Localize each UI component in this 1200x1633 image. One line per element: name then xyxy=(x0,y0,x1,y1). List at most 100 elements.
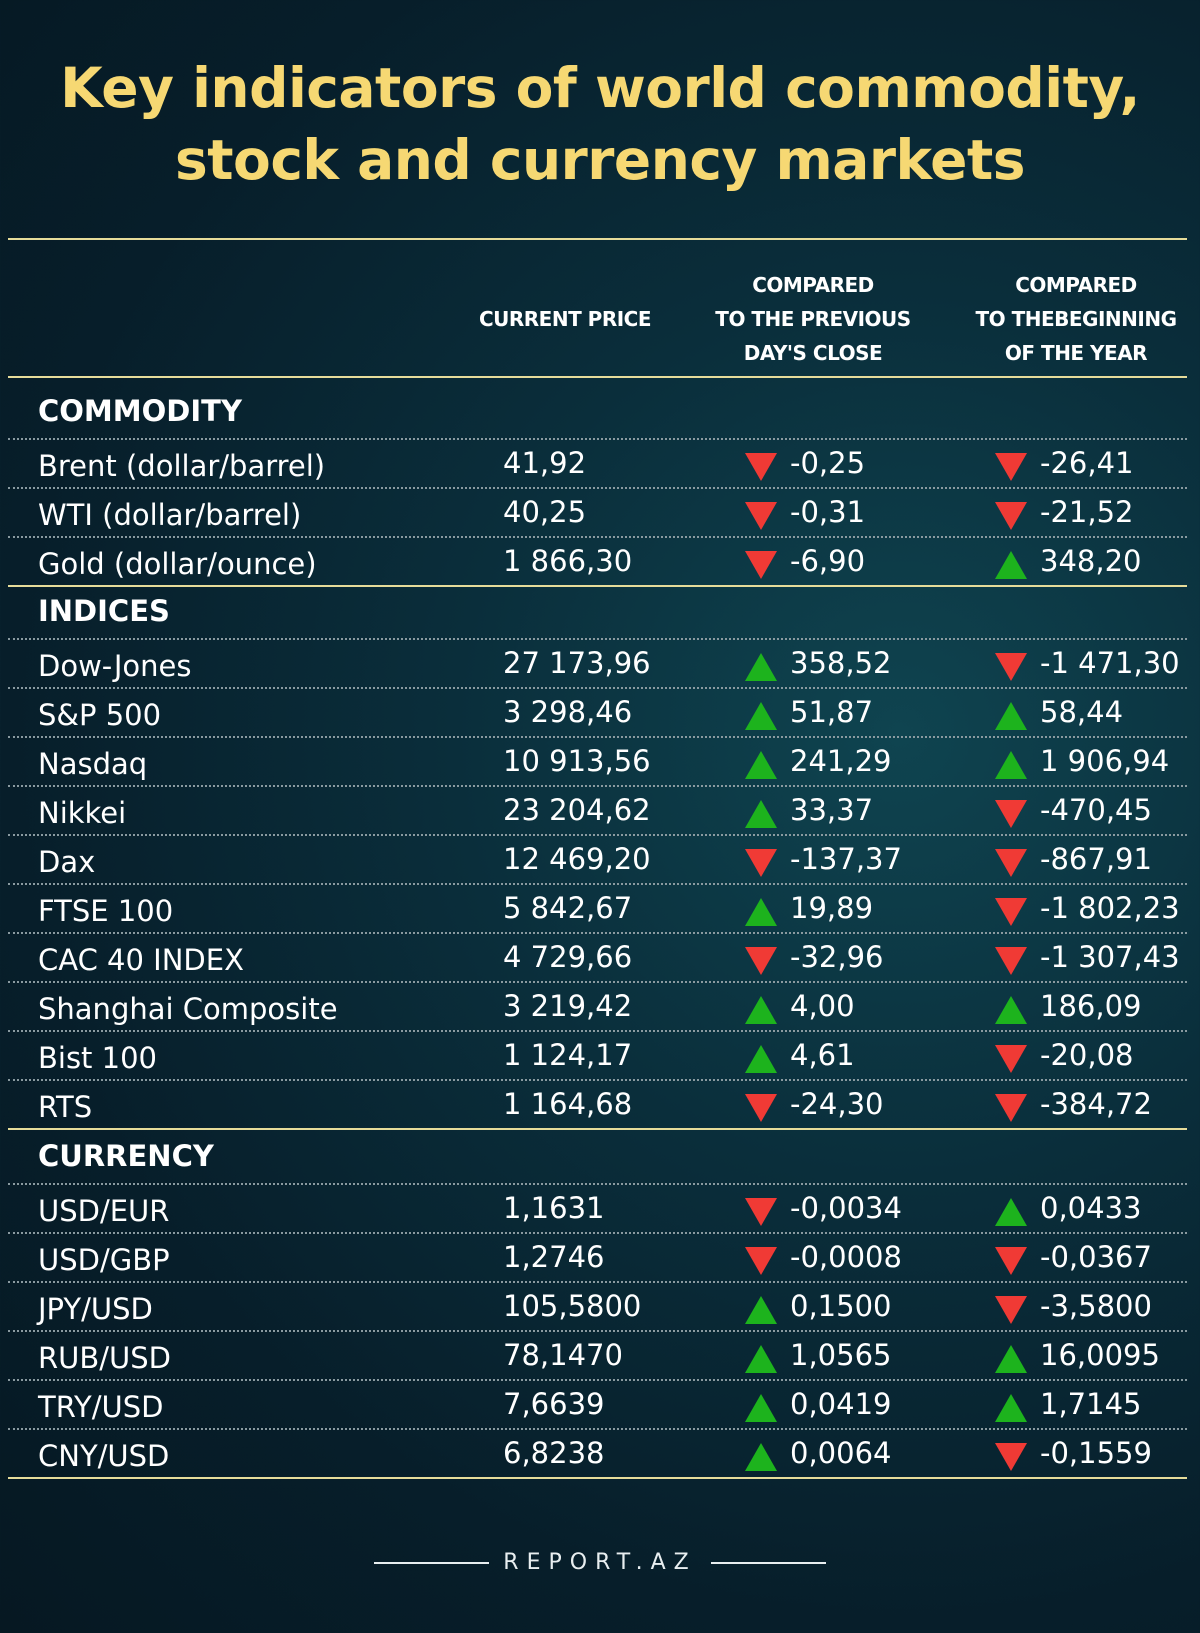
table-row: Dow-Jones 27 173,96 358,52 -1 471,30 xyxy=(8,640,1187,689)
current-price: 3 298,46 xyxy=(503,695,633,729)
year-change: -384,72 xyxy=(1040,1087,1152,1121)
row-label: CNY/USD xyxy=(38,1439,170,1473)
current-price: 12 469,20 xyxy=(503,842,651,876)
arrow-up-icon xyxy=(995,551,1027,579)
current-price: 1 124,17 xyxy=(503,1038,633,1072)
table-row: USD/EUR 1,1631 -0,0034 0,0433 xyxy=(8,1185,1187,1234)
header-prev-day: COMPARED TO THE PREVIOUS DAY'S CLOSE xyxy=(683,268,943,370)
divider xyxy=(8,1128,1187,1130)
prev-day-change: -6,90 xyxy=(790,544,866,578)
current-price: 23 204,62 xyxy=(503,793,651,827)
section-header: COMMODITY xyxy=(8,378,1187,440)
arrow-down-icon xyxy=(745,551,777,579)
row-label: JPY/USD xyxy=(38,1292,153,1326)
prev-day-change: 0,1500 xyxy=(790,1289,892,1323)
arrow-down-icon xyxy=(995,898,1027,926)
table-row: FTSE 100 5 842,67 19,89 -1 802,23 xyxy=(8,885,1187,934)
table-row: USD/GBP 1,2746 -0,0008 -0,0367 xyxy=(8,1234,1187,1283)
prev-day-change: -0,31 xyxy=(790,495,866,529)
arrow-down-icon xyxy=(745,502,777,530)
arrow-up-icon xyxy=(745,751,777,779)
row-label: TRY/USD xyxy=(38,1390,164,1424)
table-row: WTI (dollar/barrel) 40,25 -0,31 -21,52 xyxy=(8,489,1187,538)
arrow-up-icon xyxy=(745,702,777,730)
current-price: 3 219,42 xyxy=(503,989,633,1023)
header-text: COMPARED xyxy=(752,273,874,297)
year-change: -1 307,43 xyxy=(1040,940,1180,974)
header-current-price: CURRENT PRICE xyxy=(478,307,652,331)
title-line-1: Key indicators of world commodity, xyxy=(60,56,1140,120)
table-row: Nasdaq 10 913,56 241,29 1 906,94 xyxy=(8,738,1187,787)
current-price: 105,5800 xyxy=(503,1289,642,1323)
divider xyxy=(8,238,1187,240)
header-text: DAY'S CLOSE xyxy=(743,341,883,365)
table-row: RUB/USD 78,1470 1,0565 16,0095 xyxy=(8,1332,1187,1381)
arrow-down-icon xyxy=(745,1198,777,1226)
year-change: -1 802,23 xyxy=(1040,891,1180,925)
arrow-down-icon xyxy=(995,947,1027,975)
header-text: COMPARED xyxy=(1015,273,1137,297)
arrow-up-icon xyxy=(745,1296,777,1324)
table-row: Dax 12 469,20 -137,37 -867,91 xyxy=(8,836,1187,885)
table-row: CNY/USD 6,8238 0,0064 -0,1559 xyxy=(8,1430,1187,1477)
table-row: RTS 1 164,68 -24,30 -384,72 xyxy=(8,1081,1187,1128)
page-title: Key indicators of world commodity, stock… xyxy=(0,52,1200,196)
arrow-down-icon xyxy=(745,947,777,975)
footer: REPORT.AZ xyxy=(0,1550,1200,1575)
arrow-down-icon xyxy=(995,849,1027,877)
prev-day-change: 241,29 xyxy=(790,744,892,778)
current-price: 78,1470 xyxy=(503,1338,623,1372)
arrow-up-icon xyxy=(745,653,777,681)
arrow-up-icon xyxy=(745,898,777,926)
table-row: Gold (dollar/ounce) 1 866,30 -6,90 348,20 xyxy=(8,538,1187,585)
row-label: Dax xyxy=(38,845,96,879)
row-label: Dow-Jones xyxy=(38,649,192,683)
row-label: RTS xyxy=(38,1090,93,1124)
header-text: OF THE YEAR xyxy=(1004,341,1148,365)
year-change: -1 471,30 xyxy=(1040,646,1180,680)
table-row: CAC 40 INDEX 4 729,66 -32,96 -1 307,43 xyxy=(8,934,1187,983)
row-label: Nasdaq xyxy=(38,747,148,781)
arrow-down-icon xyxy=(995,1094,1027,1122)
row-label: RUB/USD xyxy=(38,1341,172,1375)
row-label: Gold (dollar/ounce) xyxy=(38,547,317,581)
year-change: -867,91 xyxy=(1040,842,1152,876)
prev-day-change: 1,0565 xyxy=(790,1338,892,1372)
prev-day-change: 358,52 xyxy=(790,646,892,680)
row-label: Brent (dollar/barrel) xyxy=(38,449,326,483)
current-price: 4 729,66 xyxy=(503,940,633,974)
arrow-up-icon xyxy=(745,1443,777,1471)
year-change: 1,7145 xyxy=(1040,1387,1142,1421)
current-price: 27 173,96 xyxy=(503,646,651,680)
current-price: 7,6639 xyxy=(503,1387,605,1421)
arrow-up-icon xyxy=(745,996,777,1024)
footer-rule-left xyxy=(374,1562,490,1564)
row-label: WTI (dollar/barrel) xyxy=(38,498,302,532)
arrow-up-icon xyxy=(745,1394,777,1422)
arrow-down-icon xyxy=(995,800,1027,828)
year-change: 186,09 xyxy=(1040,989,1142,1023)
table-row: Nikkei 23 204,62 33,37 -470,45 xyxy=(8,787,1187,836)
arrow-up-icon xyxy=(745,1045,777,1073)
current-price: 41,92 xyxy=(503,446,587,480)
table-row: Brent (dollar/barrel) 41,92 -0,25 -26,41 xyxy=(8,440,1187,489)
year-change: 348,20 xyxy=(1040,544,1142,578)
table-header: CURRENT PRICE COMPARED TO THE PREVIOUS D… xyxy=(8,240,1187,376)
current-price: 40,25 xyxy=(503,495,587,529)
arrow-down-icon xyxy=(745,1247,777,1275)
market-table: CURRENT PRICE COMPARED TO THE PREVIOUS D… xyxy=(8,238,1187,1479)
header-text: TO THEBEGINNING xyxy=(975,307,1178,331)
section-header: CURRENCY xyxy=(8,1130,1187,1185)
current-price: 5 842,67 xyxy=(503,891,633,925)
year-change: -0,0367 xyxy=(1040,1240,1152,1274)
year-change: -26,41 xyxy=(1040,446,1134,480)
arrow-down-icon xyxy=(745,849,777,877)
table-row: Bist 100 1 124,17 4,61 -20,08 xyxy=(8,1032,1187,1081)
prev-day-change: -32,96 xyxy=(790,940,884,974)
arrow-up-icon xyxy=(995,1394,1027,1422)
year-change: 0,0433 xyxy=(1040,1191,1142,1225)
year-change: -20,08 xyxy=(1040,1038,1134,1072)
header-year-start: COMPARED TO THEBEGINNING OF THE YEAR xyxy=(946,268,1200,370)
year-change: -470,45 xyxy=(1040,793,1152,827)
row-label: USD/EUR xyxy=(38,1194,170,1228)
